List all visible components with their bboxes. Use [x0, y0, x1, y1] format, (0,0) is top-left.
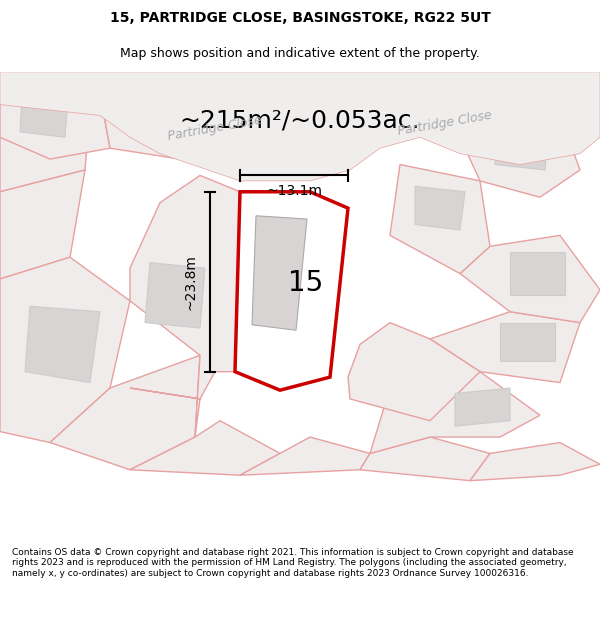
Polygon shape: [390, 164, 490, 274]
Polygon shape: [130, 176, 240, 437]
Polygon shape: [470, 442, 600, 481]
Text: ~23.8m: ~23.8m: [184, 254, 198, 309]
Polygon shape: [455, 388, 510, 426]
Polygon shape: [0, 94, 90, 192]
Polygon shape: [510, 252, 565, 296]
Polygon shape: [240, 437, 370, 475]
Polygon shape: [240, 94, 308, 138]
Text: 15: 15: [288, 269, 323, 297]
Polygon shape: [360, 437, 490, 481]
Text: ~215m²/~0.053ac.: ~215m²/~0.053ac.: [180, 109, 420, 133]
Polygon shape: [145, 262, 205, 328]
Polygon shape: [0, 258, 130, 442]
Polygon shape: [500, 322, 555, 361]
Polygon shape: [0, 72, 170, 116]
Polygon shape: [235, 192, 348, 390]
Polygon shape: [200, 82, 340, 154]
Polygon shape: [130, 100, 188, 142]
Polygon shape: [430, 312, 580, 382]
Polygon shape: [370, 372, 540, 453]
Text: Partridge Close: Partridge Close: [167, 114, 263, 143]
Text: Partridge Close: Partridge Close: [397, 108, 493, 138]
Polygon shape: [50, 355, 200, 470]
Polygon shape: [460, 236, 600, 322]
Polygon shape: [415, 186, 465, 230]
Polygon shape: [0, 72, 600, 181]
Polygon shape: [100, 82, 220, 159]
Polygon shape: [252, 216, 307, 330]
Text: Map shows position and indicative extent of the property.: Map shows position and indicative extent…: [120, 48, 480, 61]
Polygon shape: [495, 126, 548, 170]
Text: 15, PARTRIDGE CLOSE, BASINGSTOKE, RG22 5UT: 15, PARTRIDGE CLOSE, BASINGSTOKE, RG22 5…: [110, 11, 490, 25]
Polygon shape: [348, 322, 480, 421]
Polygon shape: [25, 306, 100, 382]
Text: ~13.1m: ~13.1m: [266, 184, 322, 198]
Polygon shape: [0, 170, 85, 279]
Polygon shape: [0, 72, 110, 159]
Polygon shape: [130, 421, 280, 475]
Polygon shape: [20, 96, 68, 138]
Polygon shape: [455, 104, 580, 198]
Text: Contains OS data © Crown copyright and database right 2021. This information is : Contains OS data © Crown copyright and d…: [12, 548, 574, 578]
